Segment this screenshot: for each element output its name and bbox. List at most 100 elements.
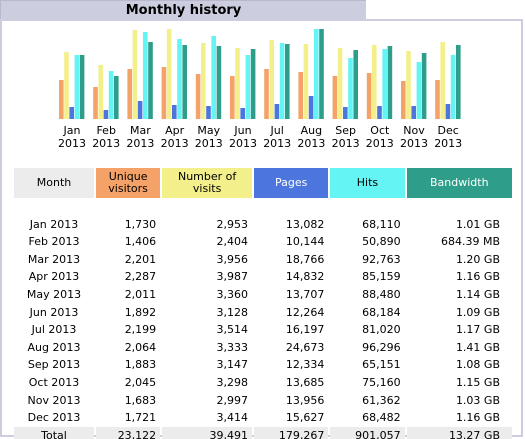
cell-hits: 65,151 [362,358,401,372]
cell-pages: 12,334 [285,358,325,372]
bar-unique-visitors [366,73,372,119]
bar-hits [314,29,319,119]
bar-unique-visitors [59,80,64,119]
cell-pages: 15,627 [285,411,325,425]
bar-bandwidth [285,44,290,119]
bar-hits [382,49,387,119]
bar-number-of-visits [64,52,69,119]
bar-number-of-visits [166,29,172,119]
year-tick-label: 2013 [229,137,257,150]
cell-bandwidth: 1.20 GB [455,252,500,266]
cell-month: Aug 2013 [27,340,81,354]
cell-pages: 18,766 [285,252,325,266]
year-tick-label: 2013 [434,137,462,150]
cell-number-of-visits: 3,333 [216,340,249,354]
bar-pages [172,105,177,119]
month-tick-label: May [197,124,220,137]
year-tick-label: 2013 [58,137,86,150]
cell-month: Dec 2013 [27,411,81,425]
cell-unique-visitors: 1,683 [124,393,157,407]
month-tick-label: Apr [165,124,185,137]
month-tick-label: Feb [96,124,115,137]
table-row: Jun 2013 1,892 3,128 12,264 68,184 1.09 GB [14,304,512,322]
cell-pages: 16,197 [285,323,325,337]
bar-bandwidth [319,29,324,119]
bar-bandwidth [148,42,153,119]
table-row: Sep 2013 1,883 3,147 12,334 65,151 1.08 GB [14,356,512,374]
cell-number-of-visits: 3,956 [216,252,249,266]
bar-number-of-visits [440,42,445,119]
cell-hits: 61,362 [362,393,401,407]
bar-hits [177,39,182,119]
bar-bandwidth [353,50,358,119]
cell-month: May 2013 [26,287,82,301]
bar-number-of-visits [98,65,103,119]
table-row: Nov 2013 1,683 2,997 13,956 61,362 1.03 GB [14,392,512,410]
cell-bandwidth: 1.01 GB [455,217,500,231]
header-pages: Pages [254,168,329,198]
month-tick-label: Jul [270,124,284,137]
bar-unique-visitors [298,72,303,119]
year-tick-label: 2013 [366,137,394,150]
cell-hits: 81,020 [362,323,401,337]
table-row: Dec 2013 1,721 3,414 15,627 68,482 1.16 GB [14,409,512,427]
table-row: Mar 2013 2,201 3,956 18,766 92,763 1.20 GB [14,251,512,269]
month-tick-label: Aug [301,124,322,137]
cell-bandwidth: 1.16 GB [455,270,500,284]
year-tick-label: 2013 [263,137,291,150]
header-hits: Hits [330,168,405,198]
bar-unique-visitors [195,74,201,119]
cell-bandwidth: 1.41 GB [455,340,500,354]
header-bandwidth: Bandwidth [406,168,512,198]
bar-bandwidth [421,53,427,119]
bar-pages [377,106,382,119]
month-tick-label: Sep [335,124,356,137]
cell-bandwidth: 1.16 GB [455,411,500,425]
cell-pages: 13,685 [285,375,325,389]
panel-title: Monthly history [0,0,366,20]
monthly-history-chart: Jan2013Feb2013Mar2013Apr2013May2013Jun20… [58,29,462,150]
cell-unique-visitors: 1,721 [124,411,157,425]
table-total-row: Total 23,122 39,491 179,267 901,057 13.27 GB [14,426,512,439]
cell-bandwidth: 1.03 GB [455,393,500,407]
bar-bandwidth [182,45,187,119]
cell-hits: 92,763 [362,252,401,266]
cell-bandwidth: 1.14 GB [455,287,500,301]
cell-unique-visitors: 2,011 [124,287,157,301]
cell-hits: 75,160 [362,375,401,389]
year-tick-label: 2013 [92,137,120,150]
bar-number-of-visits [132,30,138,119]
bar-pages [411,106,416,119]
bar-hits [74,55,80,119]
cell-bandwidth: 1.15 GB [455,375,500,389]
bar-hits [211,36,216,119]
bar-bandwidth [387,46,393,119]
cell-unique-visitors: 1,406 [124,235,157,249]
bar-unique-visitors [161,67,167,119]
bar-number-of-visits [269,40,274,119]
cell-unique-visitors: 1,730 [124,217,157,231]
cell-bandwidth: 684.39 MB [440,235,500,249]
month-tick-label: Jun [233,124,251,137]
cell-unique-visitors: 2,199 [124,323,157,337]
table-row: May 2013 2,011 3,360 13,707 88,480 1.14 GB [14,286,512,304]
cell-pages: 24,673 [285,340,325,354]
bar-unique-visitors [332,76,338,119]
cell-unique-visitors: 2,045 [124,375,157,389]
bar-unique-visitors [127,69,132,119]
bar-unique-visitors [264,69,269,119]
bar-hits [450,55,456,119]
bar-bandwidth [114,76,119,119]
month-tick-label: Jan [63,124,81,137]
table-row: Aug 2013 2,064 3,333 24,673 96,296 1.41 GB [14,339,512,357]
total-cell-bandwidth: 13.27 GB [406,426,512,439]
cell-number-of-visits: 3,414 [216,411,249,425]
bar-number-of-visits [406,51,411,119]
table-header-row: Month Unique visitors Number of visits Pag… [14,168,512,198]
cell-month: Sep 2013 [27,358,81,372]
bar-hits [279,43,285,119]
cell-number-of-visits: 2,404 [216,235,249,249]
month-tick-label: Dec [438,124,459,137]
bar-pages [274,104,280,119]
bar-pages [240,108,245,119]
